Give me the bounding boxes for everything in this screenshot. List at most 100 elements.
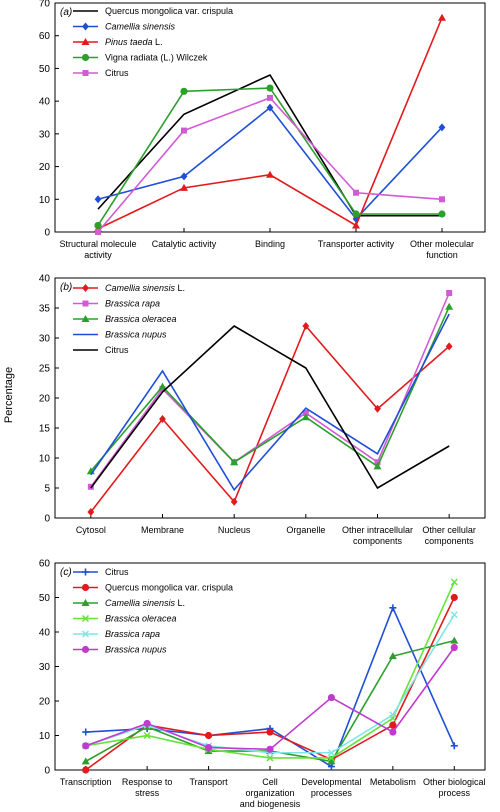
legend-marker xyxy=(81,599,90,606)
data-point xyxy=(389,721,397,729)
legend-entry: Brassica oleracea xyxy=(105,314,177,324)
data-point xyxy=(81,757,90,765)
data-point xyxy=(450,636,459,644)
series-line xyxy=(90,313,450,492)
legend-entry: Brassica oleracea xyxy=(105,614,177,624)
y-tick-label: 40 xyxy=(39,97,51,108)
y-tick-label: 10 xyxy=(39,195,51,206)
data-point xyxy=(267,94,273,101)
legend-marker xyxy=(81,38,90,45)
data-point xyxy=(450,578,458,586)
y-tick-label: 10 xyxy=(39,454,51,465)
y-tick-label: 40 xyxy=(39,628,51,639)
data-point xyxy=(204,743,213,752)
y-tick-label: 15 xyxy=(39,424,51,435)
x-tick-label: Organelle xyxy=(286,525,325,535)
y-tick-label: 50 xyxy=(39,593,51,604)
data-point xyxy=(352,214,360,223)
data-point xyxy=(230,497,238,506)
legend-entry: Brassica rapa xyxy=(105,299,160,309)
y-tick-label: 10 xyxy=(39,731,51,742)
y-tick-label: 60 xyxy=(39,31,51,42)
legend-marker xyxy=(81,583,90,592)
data-point xyxy=(327,754,335,762)
y-tick-label: 20 xyxy=(39,394,51,405)
series-line xyxy=(97,73,442,217)
series-line xyxy=(90,324,450,513)
data-point xyxy=(353,189,359,196)
legend-entry: Vigna radiata (L.) Wilczek xyxy=(105,53,208,63)
data-point xyxy=(373,462,382,470)
x-tick-label: Cell organization and biogenesis xyxy=(240,777,301,809)
data-point xyxy=(388,652,397,660)
x-tick-label: Nucleus xyxy=(218,525,251,535)
data-point xyxy=(181,127,187,134)
x-tick-label: Membrane xyxy=(141,525,184,535)
series-line xyxy=(97,96,443,233)
x-tick-label: Other intracellular components xyxy=(342,525,413,546)
panel-c: 0 10 20 30 40 50 60 Transcription Response to str… xyxy=(39,559,486,810)
data-point xyxy=(266,103,274,112)
x-tick-label: Binding xyxy=(255,239,285,249)
y-tick-label: 0 xyxy=(44,228,50,239)
legend-marker xyxy=(82,22,89,31)
series-line xyxy=(85,639,455,763)
legend-marker xyxy=(82,300,89,307)
y-tick-label: 30 xyxy=(39,129,51,140)
y-tick-label: 5 xyxy=(44,484,50,495)
y-tick-label: 0 xyxy=(44,514,50,525)
legend-entry: Citrus xyxy=(105,567,129,577)
legend-entry: Camellia sinensis L. xyxy=(105,598,185,608)
data-point xyxy=(389,711,397,719)
y-tick-label: 0 xyxy=(44,766,50,777)
data-point xyxy=(94,195,102,204)
legend-entry: Pinus taeda L. xyxy=(105,37,163,47)
x-tick-label: Cytosol xyxy=(76,525,106,535)
legend-entry: Quercus mongolica var. crispula xyxy=(105,583,233,593)
legend-entry: Camellia sinensis xyxy=(105,22,176,32)
data-point xyxy=(445,342,453,351)
y-tick-label: 20 xyxy=(39,162,51,173)
x-tick-label: Other cellular components xyxy=(422,525,476,546)
panel-label: (b) xyxy=(60,282,72,293)
y-tick-label: 20 xyxy=(39,697,51,708)
panel-label: (a) xyxy=(60,7,72,18)
legend-marker xyxy=(81,315,90,322)
series-line xyxy=(90,292,450,488)
data-point xyxy=(143,731,151,740)
data-point xyxy=(438,123,446,132)
x-tick-label: Transporter activity xyxy=(318,239,395,249)
x-tick-label: Transcription xyxy=(60,777,112,787)
data-point xyxy=(87,508,95,516)
y-tick-label: 70 xyxy=(39,0,51,10)
legend-marker xyxy=(81,630,90,638)
x-tick-label: Metabolism xyxy=(370,777,416,787)
data-point xyxy=(352,221,360,229)
y-tick-label: 40 xyxy=(39,274,51,285)
legend-entry: Camellia sinensis L. xyxy=(105,283,185,293)
series-line xyxy=(90,306,450,472)
data-point xyxy=(445,302,454,310)
series-line xyxy=(97,17,443,230)
data-point xyxy=(327,693,336,702)
data-point xyxy=(374,459,381,466)
data-point xyxy=(438,13,446,21)
series-line xyxy=(90,325,450,490)
x-tick-label: Transport xyxy=(189,777,228,787)
y-tick-label: 50 xyxy=(39,64,51,75)
data-point xyxy=(82,766,90,774)
x-tick-label: Other molecular function xyxy=(410,239,474,260)
legend-entry: Quercus mongolica var. crispula xyxy=(105,6,233,16)
data-point xyxy=(450,643,458,652)
legend-marker xyxy=(81,53,90,62)
y-tick-label: 25 xyxy=(39,364,51,375)
data-point xyxy=(439,196,445,203)
x-tick-label: Structural molecule activity xyxy=(59,239,136,260)
data-point xyxy=(389,604,397,612)
data-point xyxy=(82,728,90,736)
data-point xyxy=(266,170,274,178)
x-tick-label: Catalytic activity xyxy=(152,239,217,249)
data-point xyxy=(450,742,458,750)
legend-marker xyxy=(81,614,90,623)
